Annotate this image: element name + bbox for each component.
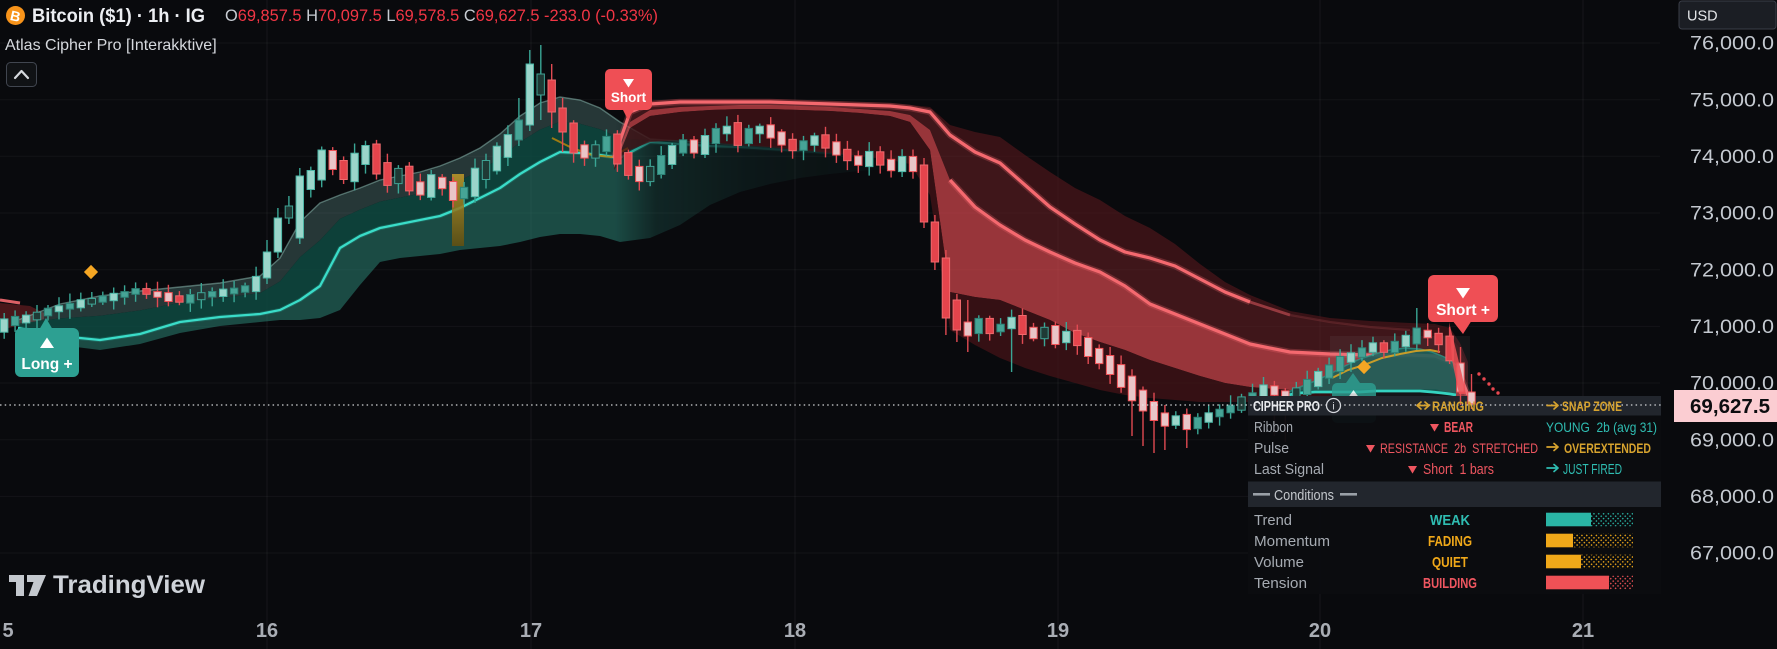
svg-text:Momentum: Momentum [1254, 533, 1330, 550]
svg-text:76,000.0: 76,000.0 [1690, 33, 1774, 55]
svg-text:Tension: Tension [1254, 575, 1307, 592]
svg-text:RESISTANCE 2b STRETCHED: RESISTANCE 2b STRETCHED [1380, 440, 1538, 456]
svg-text:71,000.0: 71,000.0 [1690, 316, 1774, 338]
svg-text:i: i [1332, 401, 1334, 413]
svg-text:68,000.0: 68,000.0 [1690, 486, 1774, 508]
svg-text:WEAK: WEAK [1430, 512, 1470, 529]
svg-text:Volume: Volume [1254, 554, 1304, 571]
svg-text:Short: Short [611, 90, 647, 105]
svg-text:73,000.0: 73,000.0 [1690, 203, 1774, 225]
svg-text:SNAP ZONE: SNAP ZONE [1562, 399, 1622, 414]
svg-text:75,000.0: 75,000.0 [1690, 89, 1774, 111]
svg-text:O69,857.5 H70,097.5 L69,578.5: O69,857.5 H70,097.5 L69,578.5 C69,627.5 … [225, 7, 658, 25]
svg-text:20: 20 [1309, 620, 1331, 642]
svg-text:YOUNG 2b (avg 31): YOUNG 2b (avg 31) [1546, 419, 1657, 435]
svg-text:69,627.5: 69,627.5 [1690, 396, 1770, 418]
svg-text:16: 16 [256, 620, 278, 642]
svg-text:Short 1 bars: Short 1 bars [1423, 461, 1494, 478]
svg-text:JUST FIRED: JUST FIRED [1563, 462, 1622, 478]
svg-text:17: 17 [520, 620, 542, 642]
svg-text:USD: USD [1687, 9, 1718, 25]
svg-text:69,000.0: 69,000.0 [1690, 429, 1774, 451]
svg-text:Pulse: Pulse [1254, 440, 1289, 457]
svg-text:Short +: Short + [1436, 302, 1490, 319]
svg-text:21: 21 [1572, 620, 1594, 642]
svg-text:Long +: Long + [21, 356, 72, 373]
svg-text:RANGING: RANGING [1432, 399, 1484, 414]
svg-text:5: 5 [2, 620, 13, 642]
svg-text:BUILDING: BUILDING [1423, 575, 1477, 592]
svg-text:Trend: Trend [1254, 512, 1292, 529]
svg-text:B: B [9, 7, 22, 25]
svg-text:QUIET: QUIET [1432, 554, 1468, 571]
svg-text:70,000.0: 70,000.0 [1690, 373, 1774, 395]
svg-text:67,000.0: 67,000.0 [1690, 543, 1774, 565]
svg-text:18: 18 [784, 620, 806, 642]
svg-text:Bitcoin ($1) · 1h · IG: Bitcoin ($1) · 1h · IG [32, 6, 205, 27]
svg-text:Ribbon: Ribbon [1254, 419, 1293, 436]
svg-text:19: 19 [1047, 620, 1069, 642]
svg-text:BEAR: BEAR [1444, 419, 1473, 436]
svg-text:Atlas Cipher Pro [Interakktive: Atlas Cipher Pro [Interakktive] [5, 37, 217, 54]
svg-text:OVEREXTENDED: OVEREXTENDED [1564, 440, 1651, 456]
svg-text:CIPHER PRO: CIPHER PRO [1253, 398, 1320, 415]
svg-text:TradingView: TradingView [53, 571, 206, 599]
svg-text:Last Signal: Last Signal [1254, 461, 1324, 478]
svg-text:74,000.0: 74,000.0 [1690, 146, 1774, 168]
svg-text:72,000.0: 72,000.0 [1690, 259, 1774, 281]
svg-text:Conditions: Conditions [1274, 487, 1334, 504]
svg-text:FADING: FADING [1428, 533, 1472, 550]
